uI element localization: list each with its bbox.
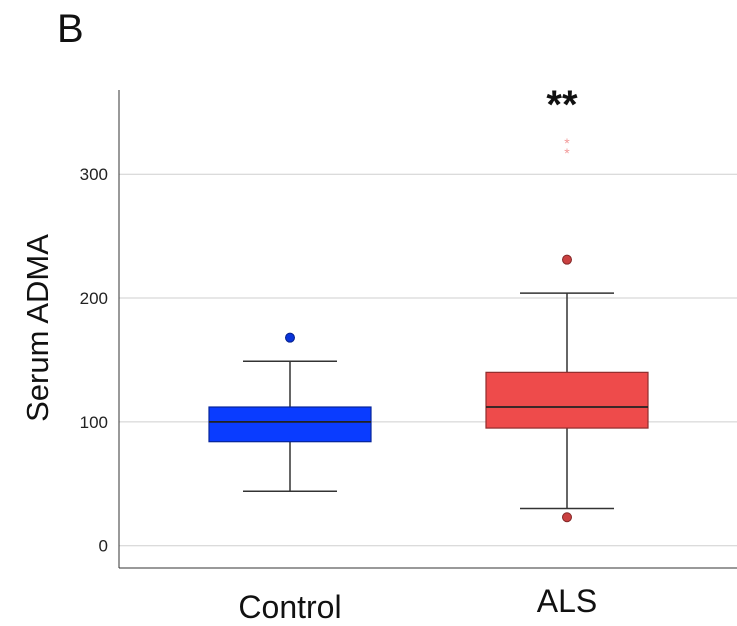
box-als: ** [485,135,649,523]
outlier-point-als-1 [562,512,572,523]
category-label-als: ALS [537,583,597,619]
iqr-box-als [485,371,649,429]
panel-label: B [57,7,84,51]
outlier-point-als-0 [562,254,572,265]
y-tick-label-100: 100 [80,413,108,432]
y-tick-label-200: 200 [80,289,108,308]
significance-marker: ** [546,83,578,127]
box-control [208,332,372,492]
category-label-control: Control [238,589,341,625]
y-tick-labels: 0 100 200 300 [80,165,108,556]
outlier-point-control-0 [285,332,295,343]
y-tick-label-0: 0 [99,537,108,556]
axes [118,90,737,569]
extreme-point-als-1: * [564,145,570,161]
iqr-box-control [208,406,372,443]
boxes: ** [208,135,649,523]
y-tick-label-300: 300 [80,165,108,184]
y-axis-title: Serum ADMA [20,234,55,422]
category-labels: Control ALS [238,583,597,625]
gridlines [119,173,737,547]
extreme-point-als-0: * [564,135,570,151]
